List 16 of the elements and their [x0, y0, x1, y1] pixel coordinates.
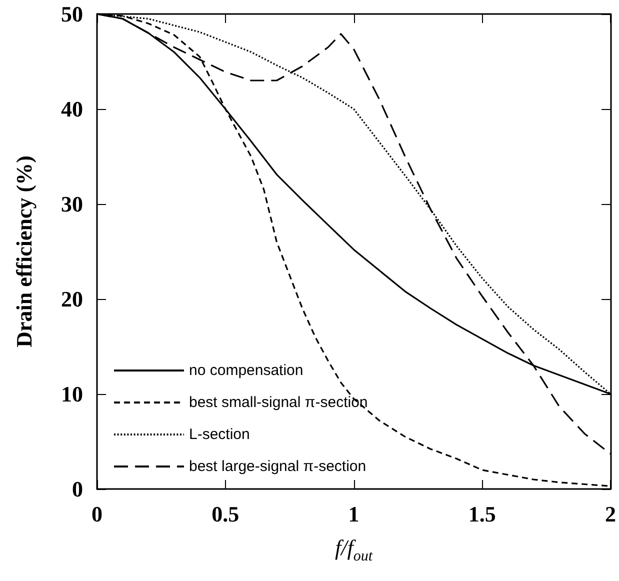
y-tick-label: 20	[61, 286, 83, 312]
y-tick-label: 0	[72, 476, 83, 502]
x-tick-label: 2	[605, 502, 616, 526]
x-tick-label: 1	[348, 502, 360, 526]
y-axis-title: Drain efficiency (%)	[12, 156, 36, 348]
x-tick-label: 0.5	[212, 502, 240, 526]
x-tick-label: 1.5	[468, 502, 496, 526]
legend-label: best small-signal π-section	[189, 394, 368, 411]
y-tick-label: 40	[61, 96, 83, 122]
legend-label: L-section	[189, 426, 250, 443]
y-tick-label: 30	[61, 192, 83, 216]
x-tick-label: 0	[92, 502, 102, 526]
legend-label: best large-signal π-section	[189, 458, 366, 475]
y-tick-label: 50	[61, 2, 83, 26]
legend-label: no compensation	[189, 362, 304, 379]
y-tick-label: 10	[61, 382, 83, 406]
